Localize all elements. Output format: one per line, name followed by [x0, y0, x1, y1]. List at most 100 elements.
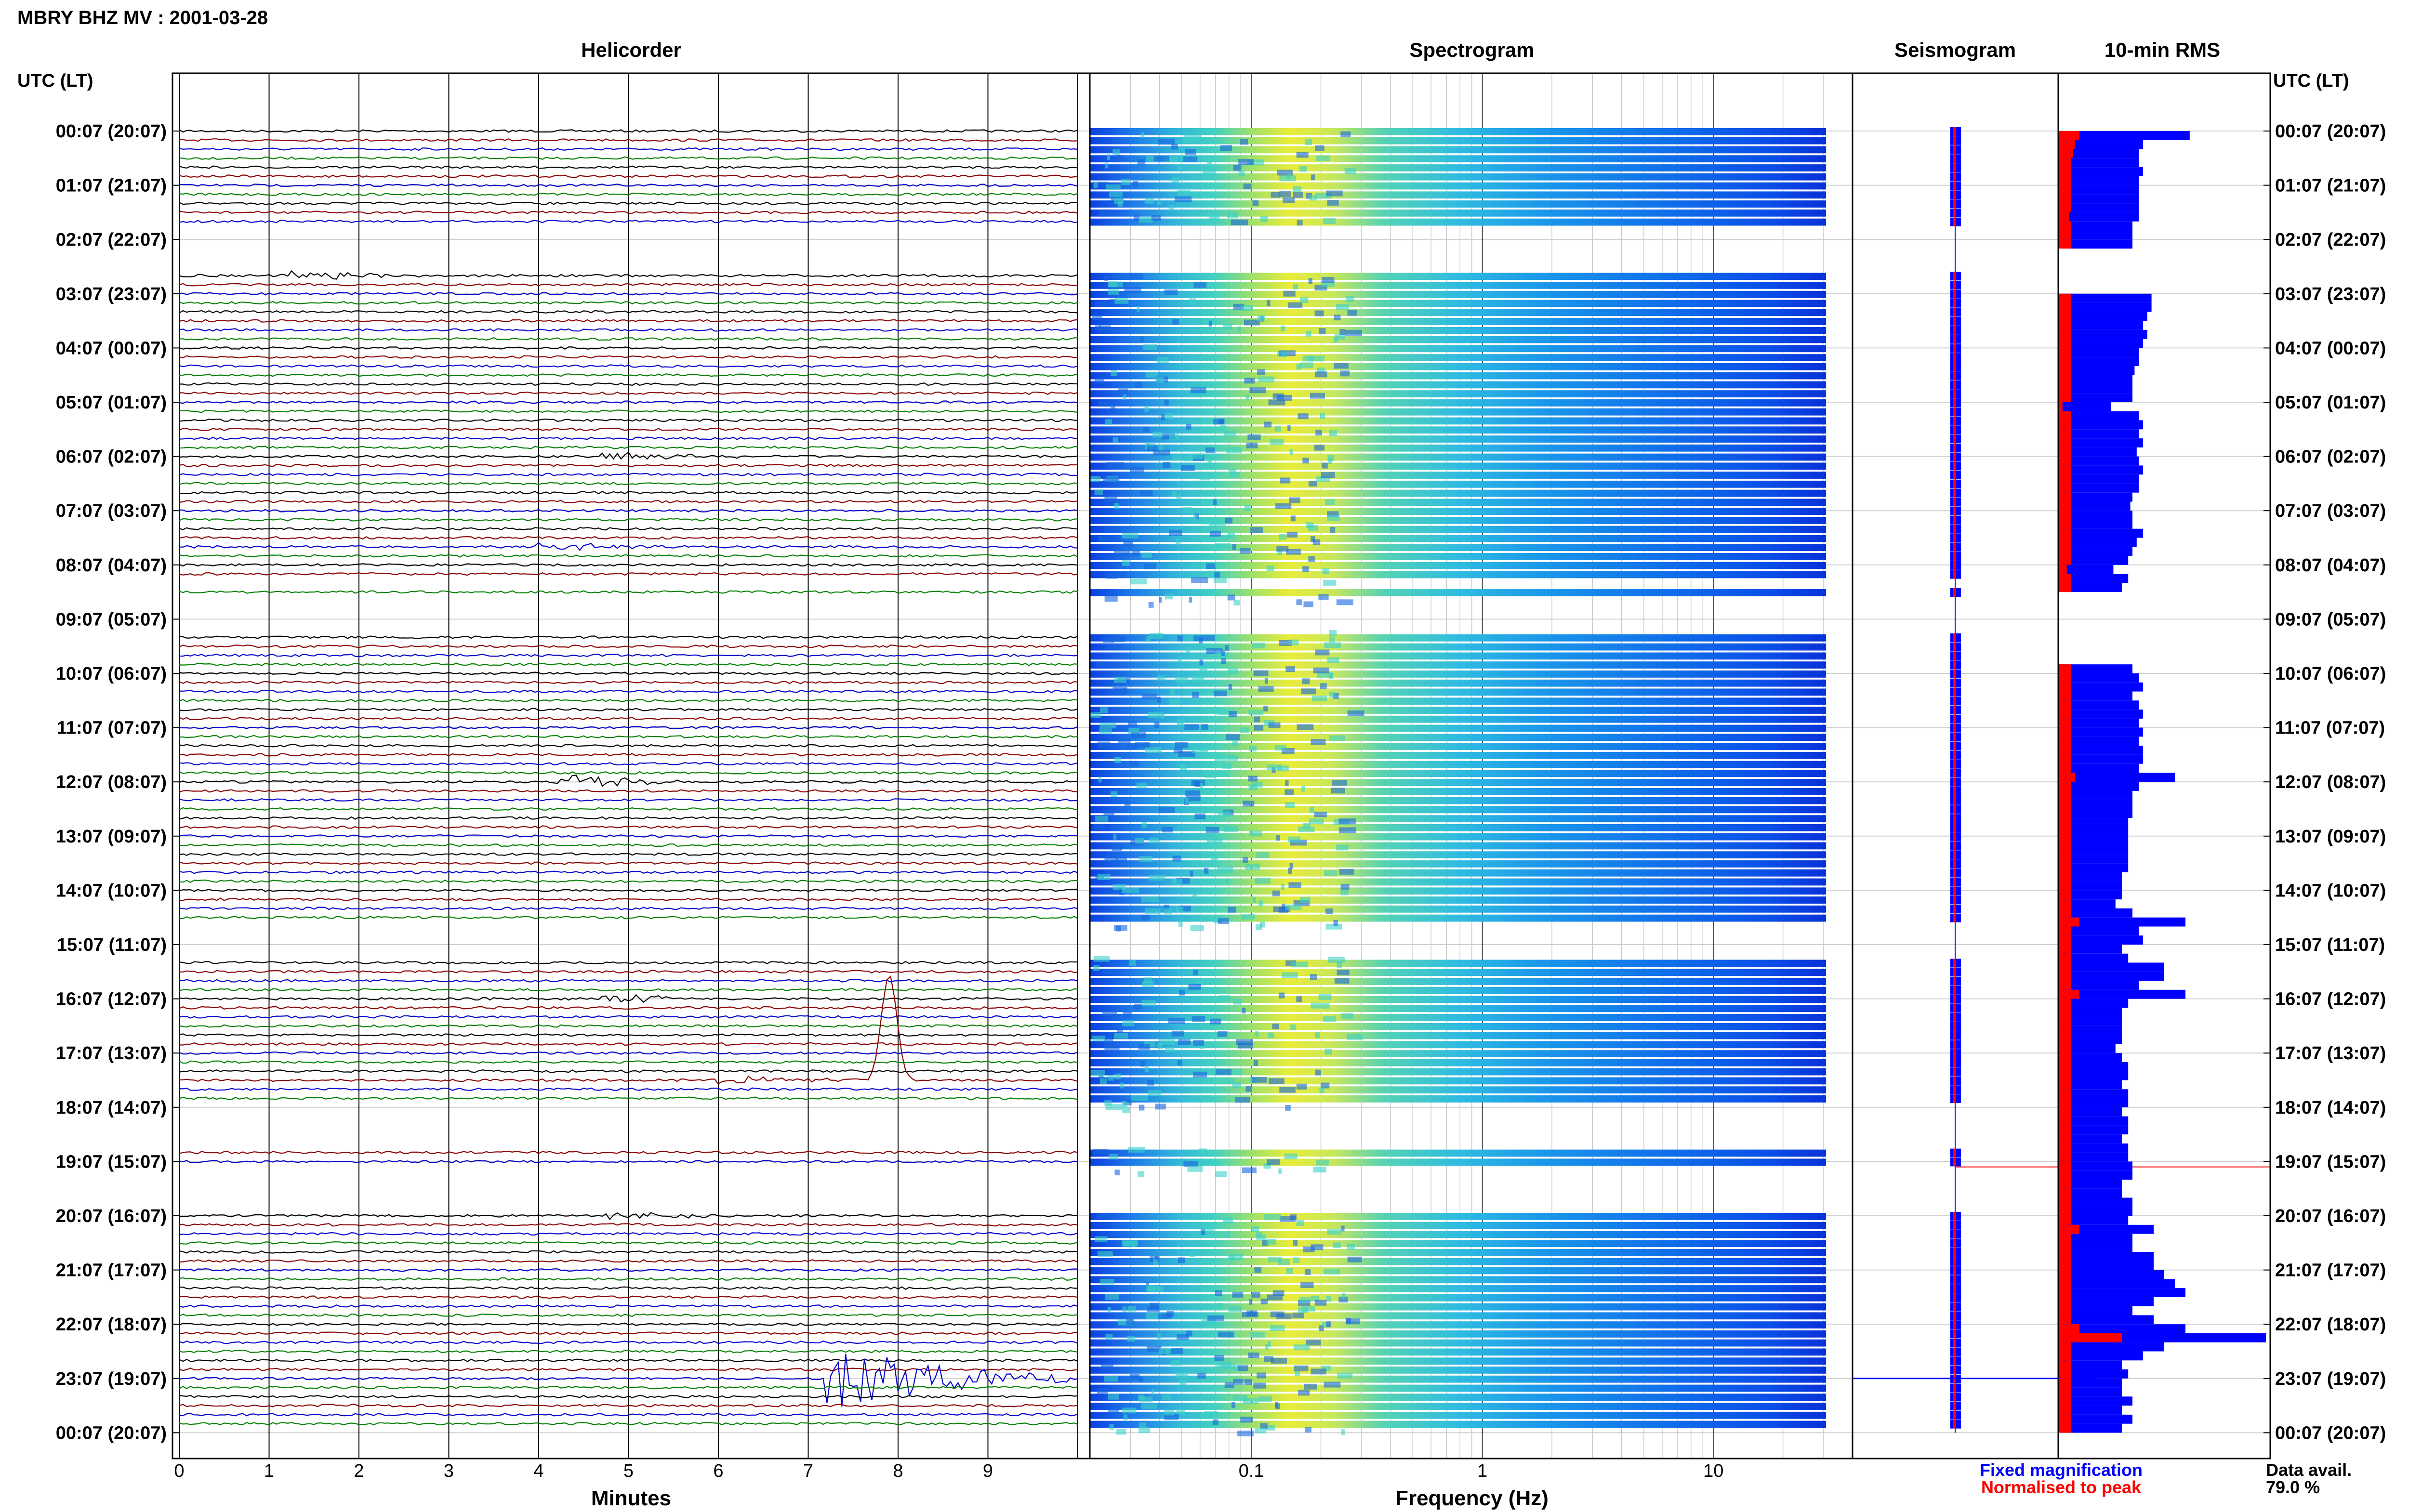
rms-bar-fixed	[2058, 1216, 2129, 1225]
spectrogram-speckle	[1279, 640, 1292, 646]
rms-bar-normalised	[2058, 339, 2071, 348]
rms-bar-normalised	[2058, 1396, 2071, 1406]
spectrogram-speckle	[1217, 771, 1230, 777]
rms-bar-normalised	[2058, 981, 2071, 990]
spectrogram-speckle	[1310, 1368, 1326, 1375]
spectrogram-row	[1090, 327, 1826, 334]
spectrogram-speckle	[1341, 1013, 1354, 1019]
spectrogram-speckle	[1122, 1407, 1137, 1414]
spectrogram-speckle	[1108, 1394, 1120, 1400]
time-label-left: 10:07 (06:07)	[56, 664, 167, 684]
spectrogram-speckle	[1111, 791, 1118, 797]
spectrogram-speckle	[1321, 1082, 1330, 1089]
helicorder-trace	[179, 807, 1078, 811]
spectrogram-speckle	[1191, 1016, 1205, 1022]
spectrogram-speckle	[1280, 325, 1285, 331]
spectrogram-speckle	[1171, 1360, 1180, 1366]
spectrogram-speckle	[1144, 977, 1152, 984]
rms-bar-normalised	[2058, 1071, 2071, 1080]
rms-bar-normalised	[2058, 131, 2079, 140]
spectrogram-row	[1090, 986, 1826, 994]
spectrogram-speckle	[1335, 978, 1350, 984]
spectrogram-row	[1090, 842, 1826, 850]
spectrogram-speckle	[1195, 979, 1205, 986]
seismogram-norm-bar	[1953, 660, 1956, 670]
seismogram-norm-bar	[1953, 1067, 1956, 1076]
spectrogram-row	[1090, 815, 1826, 823]
spectrogram-speckle	[1241, 914, 1255, 920]
spectrogram-speckle	[1207, 457, 1212, 463]
spectrogram-speckle	[1260, 1423, 1268, 1429]
spectrogram-speckle	[1233, 1395, 1248, 1401]
seismogram-norm-bar	[1953, 452, 1956, 461]
spectrogram-speckle	[1338, 827, 1356, 833]
rms-bar-fixed	[2058, 1062, 2129, 1071]
spectrogram-speckle	[1145, 1066, 1149, 1073]
rms-bar-fixed	[2058, 763, 2139, 773]
spectrogram-speckle	[1314, 371, 1327, 378]
spectrogram-speckle	[1093, 182, 1098, 188]
spectrogram-speckle	[1141, 822, 1147, 828]
spectrogram-speckle	[1164, 289, 1178, 295]
rms-bar-normalised	[2058, 809, 2071, 818]
spectrogram-speckle	[1251, 1292, 1260, 1298]
rms-bar-normalised	[2058, 1044, 2071, 1053]
spectrogram-speckle	[1316, 155, 1331, 161]
spectrogram-speckle	[1268, 399, 1285, 406]
spectrogram-speckle	[1245, 394, 1249, 401]
rms-bar-normalised	[2058, 727, 2071, 737]
spectrogram-speckle	[1253, 1382, 1266, 1389]
spectrogram-speckle	[1324, 642, 1341, 648]
spectrogram-speckle	[1187, 1166, 1203, 1172]
rms-bar-normalised	[2058, 989, 2079, 999]
rms-bar-fixed	[2058, 1098, 2129, 1107]
spectrogram-speckle	[1324, 1381, 1341, 1388]
time-label-left: 22:07 (18:07)	[56, 1315, 167, 1335]
spectrogram-speckle	[1138, 1394, 1145, 1401]
time-label-left: 05:07 (01:07)	[56, 393, 167, 413]
helicorder-trace	[179, 509, 1078, 513]
rms-bar-normalised	[2058, 1261, 2071, 1270]
spectrogram-speckle	[1285, 780, 1289, 786]
time-label-right: 00:07 (20:07)	[2275, 121, 2386, 142]
spectrogram-speckle	[1279, 191, 1291, 197]
spectrogram-speckle	[1204, 1411, 1218, 1417]
spectrogram-speckle	[1135, 382, 1142, 388]
spectrogram-speckle	[1183, 507, 1192, 513]
spectrogram-speckle	[1294, 1365, 1309, 1371]
spectrogram-speckle	[1105, 1104, 1123, 1110]
spectrogram-speckle	[1342, 1293, 1346, 1300]
spectrogram-speckle	[1171, 1030, 1184, 1037]
spectrogram-speckle	[1277, 549, 1283, 555]
rms-bar-fixed	[2058, 1188, 2122, 1198]
spectrogram-speckle	[1247, 434, 1261, 440]
spectrogram-speckle	[1161, 414, 1165, 421]
spectrogram-speckle	[1274, 745, 1286, 751]
spectrogram-speckle	[1313, 1167, 1326, 1173]
spectrogram-speckle	[1171, 491, 1177, 497]
spectrogram-speckle	[1112, 845, 1122, 851]
rms-bar-normalised	[2058, 384, 2071, 394]
spectrogram-row	[1090, 1303, 1826, 1311]
spectrogram-speckle	[1270, 439, 1284, 445]
rms-bar-normalised	[2058, 736, 2071, 746]
rms-bar-normalised	[2058, 1306, 2071, 1315]
spectrogram-speckle	[1311, 174, 1315, 181]
spectrogram-speckle	[1148, 602, 1154, 608]
spectrogram-speckle	[1310, 393, 1325, 399]
spectrogram-row	[1090, 1367, 1826, 1374]
spectrogram-speckle	[1213, 419, 1225, 425]
spectrogram-speckle	[1135, 742, 1150, 748]
rms-bar-fixed	[2058, 131, 2190, 140]
spectrogram-speckle	[1322, 568, 1329, 575]
spectrogram-speckle	[1265, 1344, 1269, 1350]
spectrogram-row	[1090, 1384, 1826, 1392]
spectrogram-speckle	[1092, 1148, 1109, 1155]
spectrogram-speckle	[1346, 1318, 1360, 1325]
helicorder-trace	[179, 994, 1078, 1003]
spectrogram-speckle	[1109, 281, 1117, 288]
rms-bar-fixed	[2058, 1008, 2122, 1017]
spectrogram-speckle	[1337, 1372, 1353, 1379]
spectrogram-speckle	[1239, 548, 1251, 554]
spectrogram-speckle	[1250, 527, 1263, 533]
